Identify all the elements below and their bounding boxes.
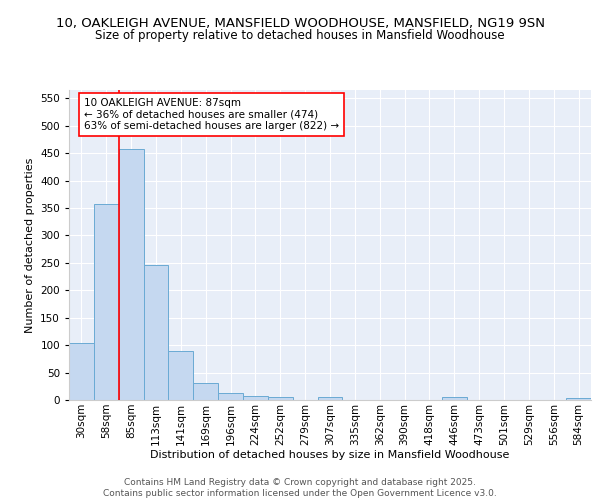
Bar (268, 398, 293, 400)
Text: Size of property relative to detached houses in Mansfield Woodhouse: Size of property relative to detached ho… (95, 29, 505, 42)
Bar (94, 204, 119, 400)
Y-axis label: Number of detached properties: Number of detached properties (25, 158, 35, 332)
Text: 10 OAKLEIGH AVENUE: 87sqm
← 36% of detached houses are smaller (474)
63% of semi: 10 OAKLEIGH AVENUE: 87sqm ← 36% of detac… (84, 98, 339, 132)
Bar (243, 396, 268, 400)
Bar (69, 343, 94, 400)
Bar (193, 383, 218, 400)
Bar (119, 150, 143, 400)
Bar (566, 398, 591, 400)
Text: 10, OAKLEIGH AVENUE, MANSFIELD WOODHOUSE, MANSFIELD, NG19 9SN: 10, OAKLEIGH AVENUE, MANSFIELD WOODHOUSE… (56, 18, 545, 30)
Bar (143, 265, 169, 400)
Bar (218, 393, 243, 400)
Bar (169, 351, 193, 400)
X-axis label: Distribution of detached houses by size in Mansfield Woodhouse: Distribution of detached houses by size … (151, 450, 509, 460)
Bar (317, 398, 343, 400)
Text: Contains HM Land Registry data © Crown copyright and database right 2025.
Contai: Contains HM Land Registry data © Crown c… (103, 478, 497, 498)
Bar (442, 398, 467, 400)
